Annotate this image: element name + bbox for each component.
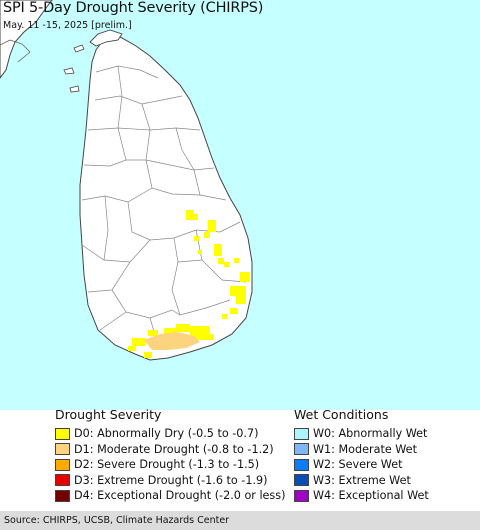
legend-item-w2: W2: Severe Wet [294, 457, 429, 473]
legend-item-w4: W4: Exceptional Wet [294, 488, 429, 504]
legend-item-w0: W0: Abnormally Wet [294, 426, 429, 442]
legend-item-w3: W3: Extreme Wet [294, 473, 429, 489]
island-north-3 [69, 85, 80, 93]
legend-label-d1: Moderate Drought (-0.8 to -1.2) [97, 442, 274, 456]
legend-code-d1: D1: [74, 442, 94, 456]
legend-code-w0: W0: [313, 427, 335, 441]
india-inland-boundary [0, 39, 31, 63]
legend-code-w3: W3: [313, 473, 335, 487]
district-boundaries [81, 65, 247, 346]
legend-label-d0: Abnormally Dry (-0.5 to -0.7) [97, 427, 259, 441]
island-north-1 [73, 44, 85, 53]
swatch-d1 [55, 443, 70, 456]
legend-item-w1: W1: Moderate Wet [294, 442, 429, 458]
map-title: SPI 5-Day Drought Severity (CHIRPS) [3, 0, 264, 16]
swatch-w0 [294, 427, 309, 440]
swatch-w3 [294, 474, 309, 487]
d0-abnormally-dry-areas [128, 210, 250, 358]
legend-item-d1: D1: Moderate Drought (-0.8 to -1.2) [55, 442, 285, 458]
legend-label-w4: Exceptional Wet [338, 489, 429, 503]
legend-item-d0: D0: Abnormally Dry (-0.5 to -0.7) [55, 426, 285, 442]
swatch-w4 [294, 489, 309, 502]
legend-code-w2: W2: [313, 458, 335, 472]
drought-legend: Drought Severity D0: Abnormally Dry (-0.… [55, 407, 285, 504]
legend-label-w0: Abnormally Wet [338, 427, 428, 441]
legend-item-d2: D2: Severe Drought (-1.3 to -1.5) [55, 457, 285, 473]
legend-code-w4: W4: [313, 489, 335, 503]
wet-legend-heading: Wet Conditions [294, 407, 389, 422]
legend-label-d2: Severe Drought (-1.3 to -1.5) [97, 458, 260, 472]
legend-code-w1: W1: [313, 442, 335, 456]
swatch-w2 [294, 458, 309, 471]
legend-code-d2: D2: [74, 458, 94, 472]
source-footer: Source: CHIRPS, UCSB, Climate Hazards Ce… [0, 511, 480, 530]
swatch-d4 [55, 489, 70, 502]
swatch-d3 [55, 474, 70, 487]
legend-code-d3: D3: [74, 473, 94, 487]
legend-label-w2: Severe Wet [338, 458, 403, 472]
drought-legend-heading: Drought Severity [55, 407, 162, 422]
map-subtitle: May. 11 -15, 2025 [prelim.] [3, 20, 132, 31]
swatch-d0 [55, 427, 70, 440]
legend-label-w1: Moderate Wet [338, 442, 417, 456]
legend-code-d4: D4: [74, 489, 94, 503]
swatch-d2 [55, 458, 70, 471]
ocean [0, 0, 480, 410]
drought-map [0, 0, 480, 410]
swatch-w1 [294, 443, 309, 456]
island-north-2 [63, 67, 75, 75]
legend-item-d4: D4: Exceptional Drought (-2.0 or less) [55, 488, 285, 504]
d1-moderate-drought-areas [144, 332, 200, 350]
wet-legend: Wet Conditions W0: Abnormally Wet W1: Mo… [294, 407, 429, 504]
legend-item-d3: D3: Extreme Drought (-1.6 to -1.9) [55, 473, 285, 489]
legend-label-d4: Exceptional Drought (-2.0 or less) [97, 489, 286, 503]
legend-code-d0: D0: [74, 427, 94, 441]
jaffna-peninsula [89, 29, 123, 47]
legend-label-d3: Extreme Drought (-1.6 to -1.9) [97, 473, 268, 487]
legend-label-w3: Extreme Wet [338, 473, 411, 487]
sri-lanka-landmass [79, 32, 253, 361]
india-coast [0, 0, 53, 79]
